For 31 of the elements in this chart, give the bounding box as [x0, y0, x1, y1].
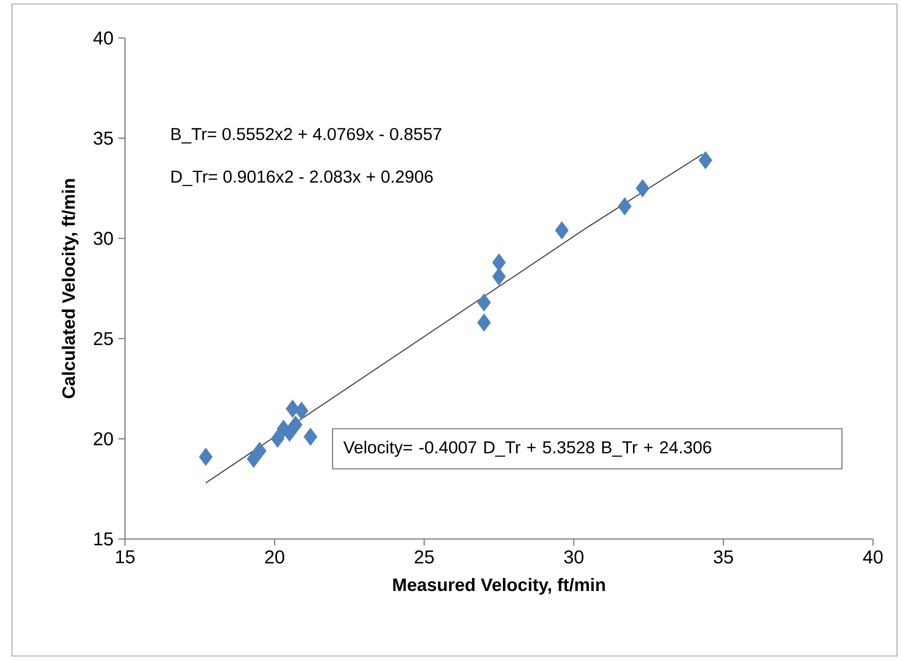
annotation: B_Tr= 0.5552x2 + 4.0769x - 0.8557 [172, 128, 442, 144]
x-tick-label: 40 [863, 550, 883, 564]
y-tick-label: 25 [94, 332, 113, 346]
y-tick-label: 40 [93, 31, 113, 45]
point [288, 416, 302, 434]
x-tick-label: 30 [564, 550, 584, 564]
point [555, 221, 569, 240]
annotation: Velocity= -0.4007 D_Tr + 5.3528 B_Tr + 24.306 [343, 440, 712, 457]
point [304, 428, 318, 446]
point [698, 151, 712, 170]
x-axis-title: Measured Velocity, ft/min [393, 578, 605, 595]
y-tick-label: 30 [94, 232, 113, 245]
y-axis-title: Calculated Velocity, ft/min [62, 179, 79, 398]
x-tick-label: 25 [414, 550, 434, 564]
point [492, 254, 506, 272]
point [477, 294, 491, 312]
point [294, 402, 308, 420]
point [199, 448, 213, 466]
y-tick-label: 20 [94, 432, 113, 446]
y-tick-label: 35 [94, 132, 113, 145]
x-tick-label: 35 [714, 550, 733, 564]
point [270, 430, 284, 448]
point [252, 442, 266, 460]
x-tick-label: 15 [116, 550, 135, 564]
annotation: D_Tr= 0.9016x2 - 2.083x + 0.2906 [172, 170, 433, 186]
x-tick-label: 20 [265, 550, 284, 564]
point [618, 197, 632, 216]
y-tick-label: 15 [94, 532, 113, 546]
point [477, 314, 491, 332]
point [636, 179, 650, 198]
point [492, 268, 506, 286]
